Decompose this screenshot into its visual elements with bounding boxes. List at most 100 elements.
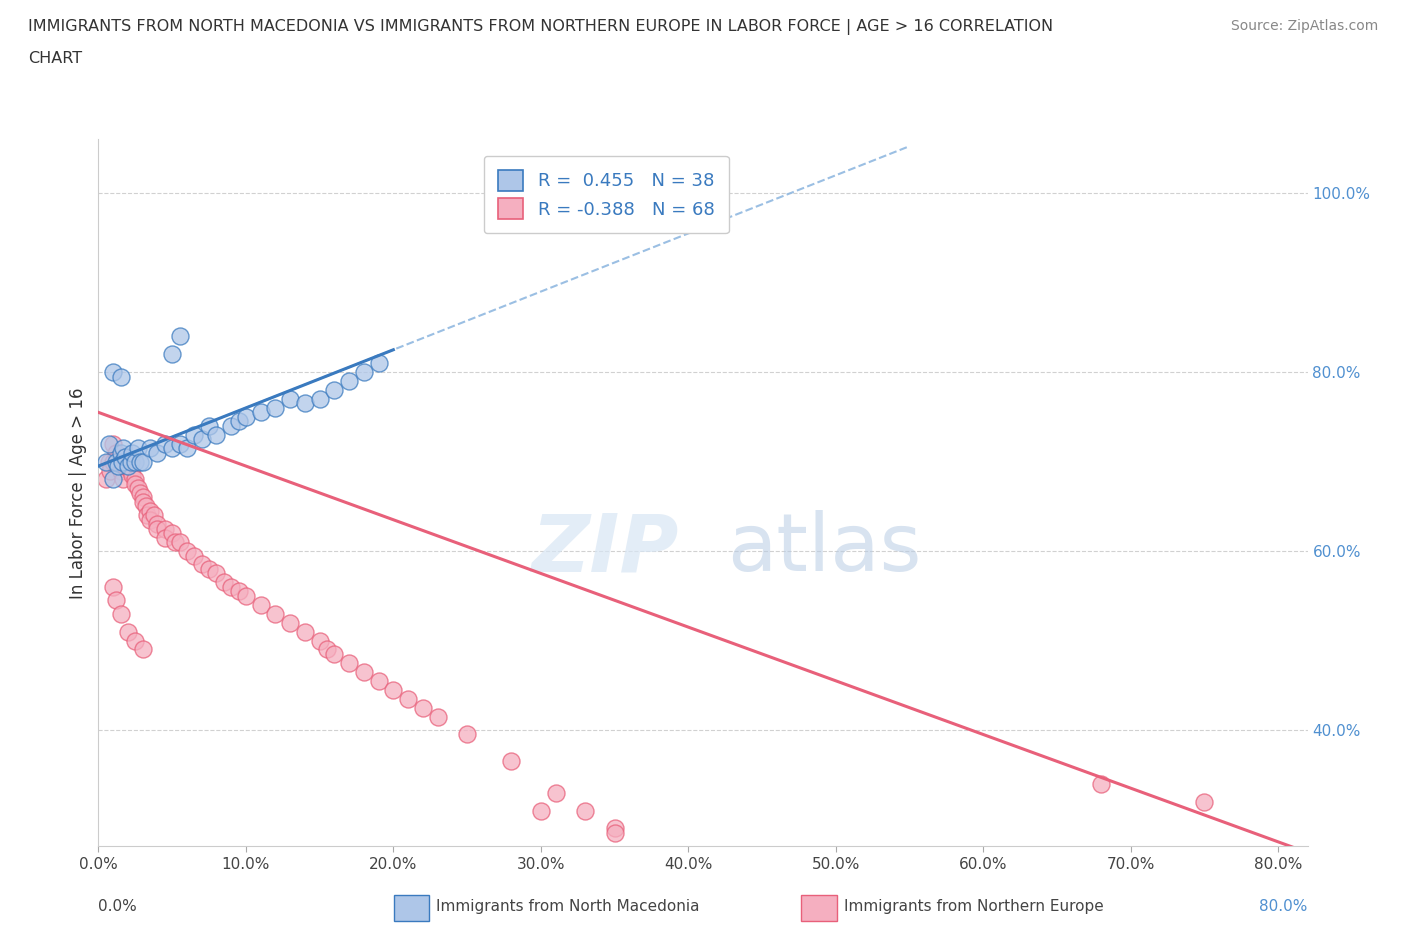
Point (139, 512, 162, 527)
Point (176, 441, 198, 456)
Point (124, 454, 146, 469)
Point (160, 347, 183, 362)
Point (337, 656, 360, 671)
Point (112, 472, 135, 487)
Point (153, 521, 176, 536)
Point (111, 458, 134, 473)
Point (264, 401, 287, 416)
Point (146, 521, 169, 536)
Point (264, 606, 287, 621)
Point (101, 365, 124, 379)
Text: atlas: atlas (727, 511, 921, 589)
Point (323, 646, 346, 661)
Point (153, 436, 176, 451)
Point (337, 374, 360, 389)
Point (278, 392, 301, 406)
Point (117, 458, 139, 473)
Point (124, 633, 146, 648)
Text: CHART: CHART (28, 51, 82, 66)
Point (105, 592, 128, 607)
Point (107, 458, 129, 473)
Point (235, 409, 257, 424)
Point (219, 579, 242, 594)
Point (101, 472, 124, 487)
Point (105, 445, 128, 460)
Point (235, 589, 257, 604)
Point (117, 454, 139, 469)
Point (294, 396, 316, 411)
Point (367, 673, 389, 688)
Point (114, 454, 136, 469)
Point (111, 454, 134, 469)
Point (190, 557, 212, 572)
Point (183, 427, 205, 442)
Point (114, 458, 136, 473)
Point (101, 579, 124, 594)
Point (146, 517, 169, 532)
Point (98, 463, 121, 478)
Point (574, 804, 596, 818)
Point (169, 535, 191, 550)
Point (97, 436, 120, 451)
Point (501, 754, 523, 769)
Point (112, 441, 135, 456)
Point (228, 584, 250, 599)
Point (308, 392, 330, 406)
Point (128, 454, 150, 469)
Point (139, 441, 162, 456)
Point (127, 441, 149, 456)
Point (160, 441, 183, 456)
Text: Source: ZipAtlas.com: Source: ZipAtlas.com (1230, 19, 1378, 33)
Point (198, 562, 221, 577)
Point (183, 548, 205, 563)
Point (205, 566, 228, 581)
Point (278, 615, 301, 630)
Text: ZIP: ZIP (531, 511, 679, 589)
Point (603, 826, 626, 841)
Point (198, 418, 221, 433)
Point (190, 432, 212, 446)
Point (121, 445, 143, 460)
Point (249, 597, 271, 612)
Text: IMMIGRANTS FROM NORTH MACEDONIA VS IMMIGRANTS FROM NORTHERN EUROPE IN LABOR FORC: IMMIGRANTS FROM NORTH MACEDONIA VS IMMIG… (28, 19, 1053, 34)
Point (426, 710, 449, 724)
Point (121, 468, 143, 483)
Point (136, 508, 159, 523)
Point (205, 427, 228, 442)
Point (124, 476, 146, 491)
Point (120, 463, 142, 478)
Point (603, 821, 626, 836)
Point (382, 683, 405, 698)
Point (212, 575, 235, 590)
Point (127, 481, 149, 496)
Point (124, 472, 146, 487)
Point (367, 356, 389, 371)
Point (176, 544, 198, 559)
Point (323, 382, 346, 397)
Point (94, 472, 117, 487)
Point (249, 405, 271, 419)
Point (1090, 777, 1112, 791)
Point (294, 624, 316, 639)
Point (101, 454, 124, 469)
Point (139, 503, 162, 518)
Point (94, 454, 117, 469)
Text: 0.0%: 0.0% (98, 899, 138, 914)
Point (165, 535, 187, 550)
Point (110, 445, 132, 460)
Point (107, 454, 129, 469)
Legend: R =  0.455   N = 38, R = -0.388   N = 68: R = 0.455 N = 38, R = -0.388 N = 68 (484, 155, 728, 233)
Point (412, 700, 434, 715)
Point (110, 369, 132, 384)
Text: Immigrants from North Macedonia: Immigrants from North Macedonia (436, 899, 699, 914)
Point (228, 414, 250, 429)
Y-axis label: In Labor Force | Age > 16: In Labor Force | Age > 16 (69, 387, 87, 599)
Point (101, 436, 124, 451)
Point (114, 450, 136, 465)
Point (97, 454, 120, 469)
Point (131, 642, 153, 657)
Point (169, 436, 191, 451)
Point (105, 454, 128, 469)
Point (353, 365, 375, 379)
Point (219, 418, 242, 433)
